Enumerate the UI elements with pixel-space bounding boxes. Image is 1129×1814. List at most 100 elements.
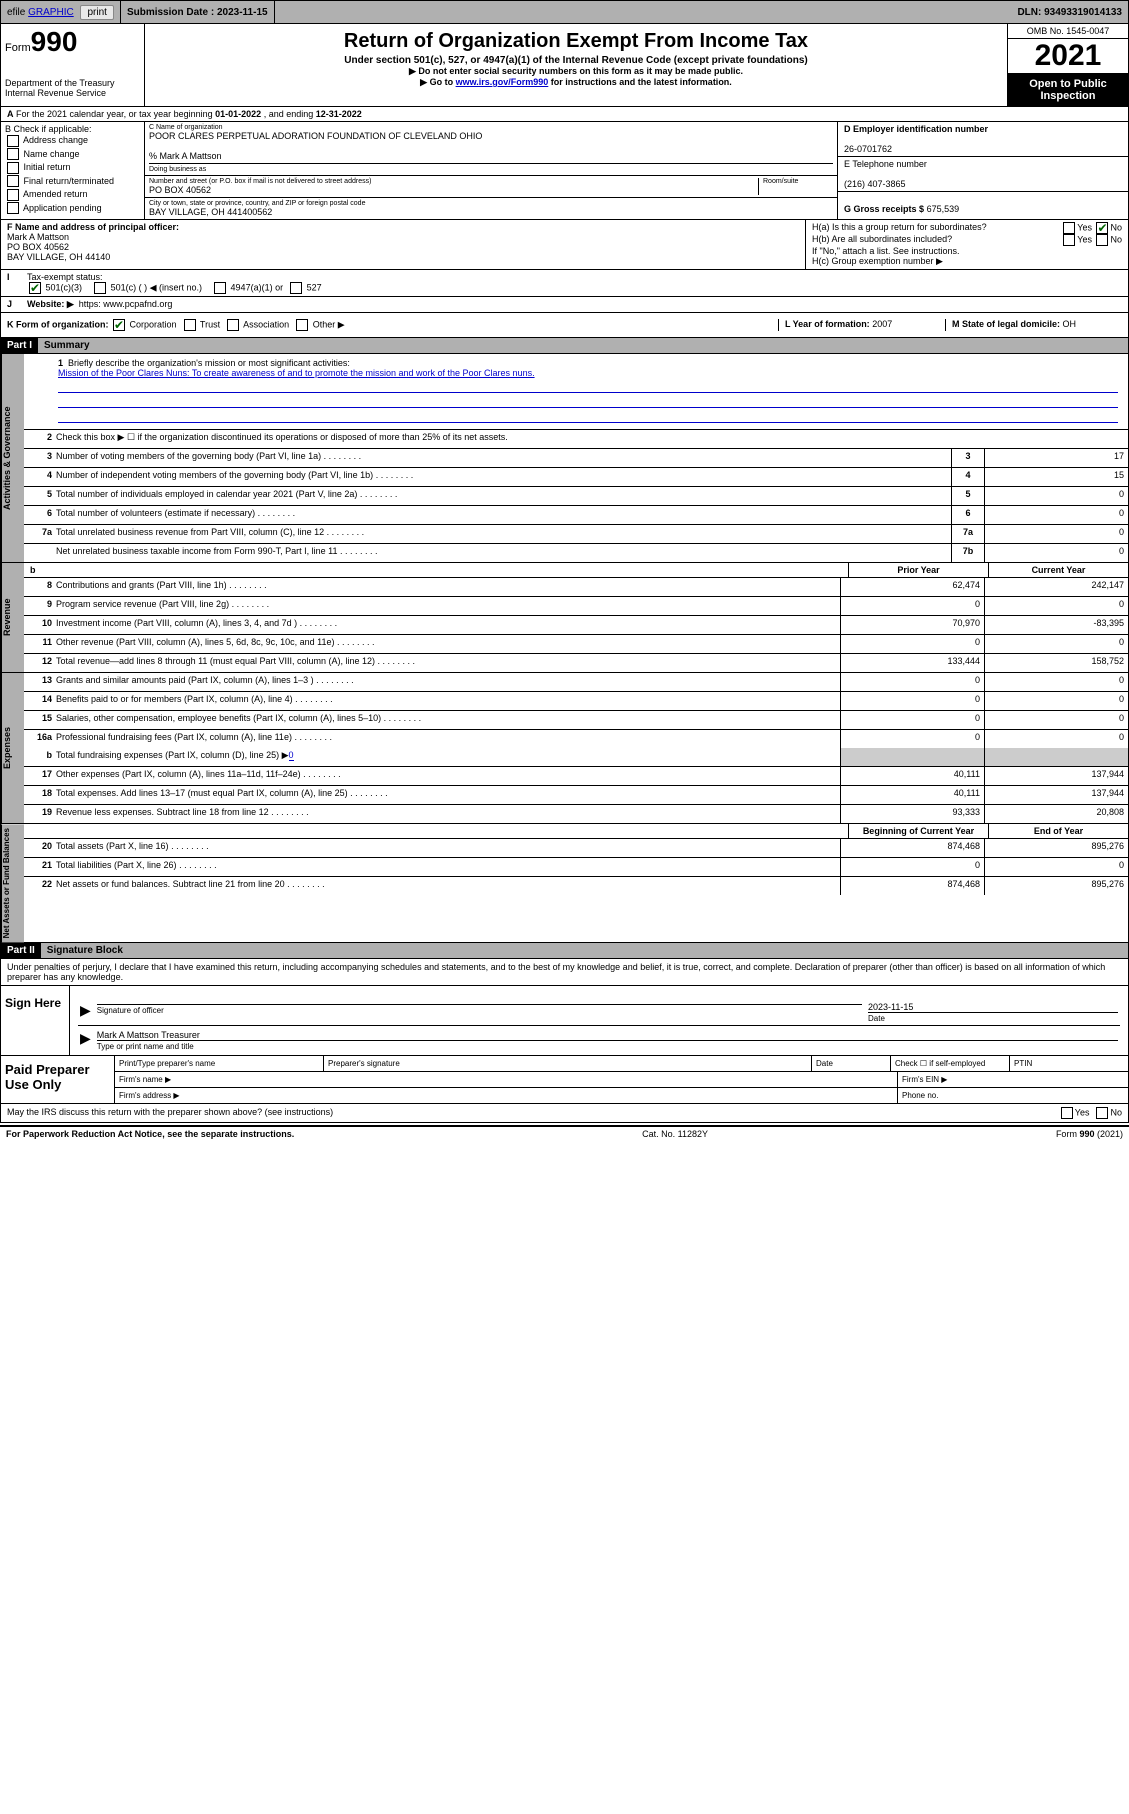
na-line-22: 22Net assets or fund balances. Subtract … [24,877,1128,895]
officer-addr1: PO BOX 40562 [7,242,69,252]
submission-label: Submission Date : [127,7,214,18]
prior-val: 93,333 [840,805,984,823]
tax-year: 2021 [1008,39,1128,74]
chk-527[interactable] [290,282,302,294]
org-name: POOR CLARES PERPETUAL ADORATION FOUNDATI… [149,131,833,141]
efile-graphic-link[interactable]: GRAPHIC [28,7,74,18]
line-desc: Revenue less expenses. Subtract line 18 … [56,805,840,823]
prior-val: 133,444 [840,654,984,672]
boy-val: 874,468 [840,877,984,895]
chk-trust[interactable] [184,319,196,331]
chk-4947[interactable] [214,282,226,294]
line-desc: Total revenue—add lines 8 through 11 (mu… [56,654,840,672]
chk-address-change[interactable]: Address change [5,134,140,148]
chk-amended-return[interactable]: Amended return [5,188,140,202]
e-phone: E Telephone number (216) 407-3865 [838,157,1128,192]
prior-val: 40,111 [840,767,984,785]
may-yes: Yes [1075,1108,1090,1118]
side-label-net-assets: Net Assets or Fund Balances [1,824,24,942]
line-desc: Salaries, other compensation, employee b… [56,711,840,729]
k-trust: Trust [200,319,220,329]
line-num: 4 [24,468,56,486]
side-label-expenses: Expenses [1,673,24,823]
line-num: 16a [24,730,56,748]
ag-line-7b: Net unrelated business taxable income fr… [24,544,1128,562]
open-inspection: Open to Public Inspection [1008,74,1128,106]
efile-cell: efile GRAPHIC print [1,1,121,23]
c-addr-row: Number and street (or P.O. box if mail i… [145,176,837,198]
cd-left: C Name of organization POOR CLARES PERPE… [145,122,838,219]
hb-label: H(b) Are all subordinates included? [812,234,952,246]
g-label: G Gross receipts $ [844,204,924,214]
prior-val: 0 [840,692,984,710]
hc-label: H(c) Group exemption number ▶ [812,256,1122,267]
ag-line-4: 4Number of independent voting members of… [24,468,1128,487]
dln-cell: DLN: 93493319014133 [275,1,1128,23]
header-left: Form990 Department of the Treasury Inter… [1,24,145,106]
chk-association[interactable] [227,319,239,331]
instr-goto: ▶ Go to www.irs.gov/Form990 for instruct… [151,77,1001,88]
gross-receipts: 675,539 [927,204,960,214]
l16b-val: 0 [289,750,294,761]
line-num: 8 [24,578,56,596]
sig-date-label: Date [868,1014,885,1023]
line-num: 15 [24,711,56,729]
mission-line-2 [58,395,1118,408]
preparer-sig-label: Preparer's signature [324,1056,812,1071]
chk-application-pending[interactable]: Application pending [5,202,140,216]
rev-line-8: 8Contributions and grants (Part VIII, li… [24,578,1128,597]
line-desc: Net assets or fund balances. Subtract li… [56,877,840,895]
exp-line-15: 15Salaries, other compensation, employee… [24,711,1128,730]
exp-line-14: 14Benefits paid to or for members (Part … [24,692,1128,711]
row-a-tax-year: A For the 2021 calendar year, or tax yea… [0,107,1129,122]
print-button[interactable]: print [80,5,113,20]
chk-initial-return[interactable]: Initial return [5,161,140,175]
l16b-prior [840,748,984,766]
chk-corporation[interactable] [113,319,125,331]
l1-label: Briefly describe the organization's miss… [68,358,350,368]
line-desc: Total number of volunteers (estimate if … [56,506,951,524]
instr-goto-link[interactable]: www.irs.gov/Form990 [456,77,549,87]
part1-label: Part I [1,338,38,353]
h-group: H(a) Is this a group return for subordin… [806,220,1128,269]
i-4947: 4947(a)(1) or [231,282,284,292]
g-gross: G Gross receipts $ 675,539 [838,192,1128,219]
chk-final-return[interactable]: Final return/terminated [5,175,140,189]
chk-501c3[interactable] [29,282,41,294]
l2-text: Check this box ▶ ☐ if the organization d… [56,430,1128,448]
officer-name-title: Mark A Mattson Treasurer [97,1030,200,1040]
b-opt-3: Final return/terminated [24,176,115,186]
form-title: Return of Organization Exempt From Incom… [151,30,1001,53]
section-revenue: Revenue b Prior Year Current Year 8Contr… [0,563,1129,673]
eoy-val: 895,276 [984,839,1128,857]
arrow-icon-2: ▶ [80,1030,91,1051]
c-name-row: C Name of organization POOR CLARES PERPE… [145,122,837,176]
chk-501c[interactable] [94,282,106,294]
block-b-to-g: B Check if applicable: Address change Na… [0,122,1129,220]
line-box: 7b [951,544,984,562]
a-pre: For the 2021 calendar year, or tax year … [16,109,215,119]
row-klm: K Form of organization: Corporation Trus… [0,313,1129,338]
form-small: Form [5,42,31,54]
line-16b: b Total fundraising expenses (Part IX, c… [24,748,1128,767]
curr-val: 0 [984,597,1128,615]
line-num: 3 [24,449,56,467]
line-box: 3 [951,449,984,467]
c-name-label: C Name of organization [149,124,833,131]
line-val: 17 [984,449,1128,467]
line-num: 6 [24,506,56,524]
line-num: 21 [24,858,56,876]
chk-name-change[interactable]: Name change [5,148,140,162]
na-line-21: 21Total liabilities (Part X, line 26) 00 [24,858,1128,877]
hdr-b: b [30,565,36,575]
line-desc: Professional fundraising fees (Part IX, … [56,730,840,748]
ha-answer: Yes No [1061,222,1122,234]
ha-label: H(a) Is this a group return for subordin… [812,222,987,234]
c-city-row: City or town, state or province, country… [145,198,837,219]
col-b-checkboxes: B Check if applicable: Address change Na… [1,122,145,219]
chk-other[interactable] [296,319,308,331]
exp-line-19: 19Revenue less expenses. Subtract line 1… [24,805,1128,823]
ag-line-6: 6Total number of volunteers (estimate if… [24,506,1128,525]
a-begin: 01-01-2022 [215,109,261,119]
line-num [24,544,56,562]
